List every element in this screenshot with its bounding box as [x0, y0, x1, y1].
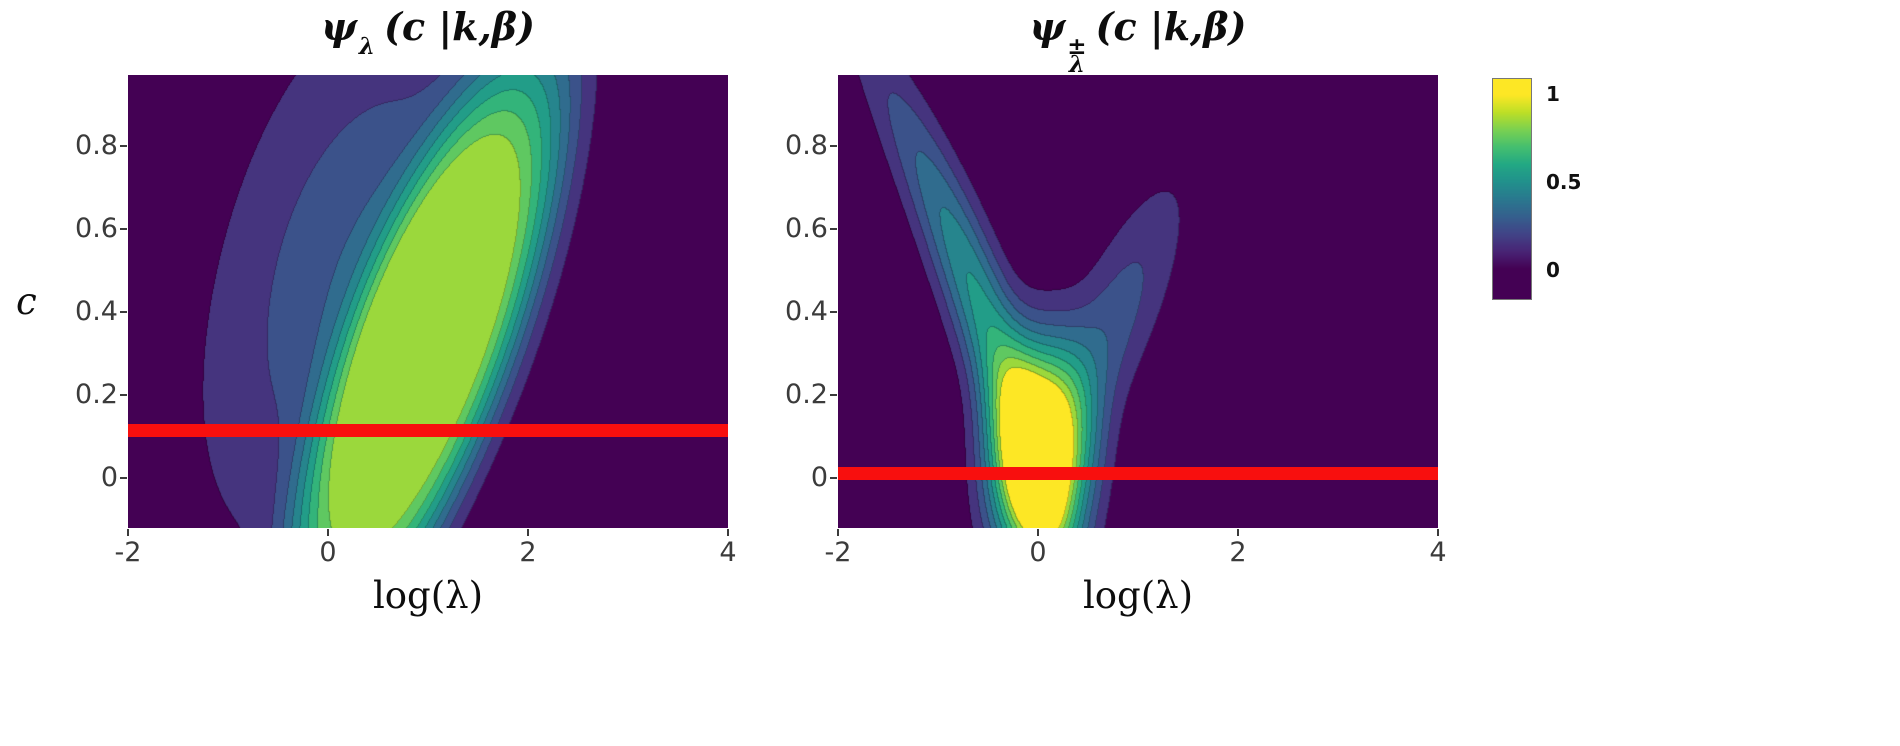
y-tick-label: 0.8: [75, 129, 118, 161]
y-tick-label: 0: [100, 462, 118, 494]
plot-title-right: ψ ± λ (c |k,β): [838, 4, 1438, 78]
y-tick-mark: [120, 394, 127, 396]
x-tick-label: 4: [1429, 537, 1447, 568]
y-tick-mark: [830, 477, 837, 480]
y-tick-mark: [830, 394, 837, 396]
x-tick-mark: [527, 529, 529, 536]
colorbar-tick-label: 0: [1546, 258, 1560, 283]
x-tick-mark: [327, 529, 329, 536]
title-arguments: (c |k,β): [1095, 4, 1247, 49]
x-tick-mark: [127, 529, 129, 536]
y-tick-label: 0.2: [75, 379, 118, 410]
y-tick-label: 0.4: [75, 295, 118, 327]
colorbar: 1 0.5 0: [1492, 78, 1581, 300]
y-tick-mark: [830, 144, 837, 147]
contour-plot-right: ψ ± λ (c |k,β) log(λ) 0.8 0.6 0.4 0.2 0 -2 0 2 4: [785, 0, 1447, 746]
y-tick-label: 0.6: [785, 212, 828, 244]
plot-area-right: [838, 75, 1438, 528]
y-tick-mark: [120, 144, 127, 147]
red-line-right: [838, 467, 1438, 481]
plot-title-left: ψ λ (c |k,β): [128, 4, 728, 60]
y-tick-mark: [830, 310, 837, 313]
y-tick-mark: [120, 310, 127, 313]
y-tick-label: 0: [810, 462, 828, 494]
x-tick-mark: [1437, 529, 1439, 536]
red-line-left: [128, 423, 728, 437]
x-tick-label: 2: [1229, 537, 1247, 568]
y-axis-label: c: [16, 280, 37, 323]
x-tick-mark: [837, 529, 839, 536]
psi-symbol: ψ: [1029, 4, 1066, 49]
psi-symbol: ψ: [321, 4, 357, 49]
x-tick-mark: [1037, 529, 1039, 536]
x-axis-label-left: log(λ): [372, 574, 484, 617]
x-tick-label: -2: [824, 537, 852, 568]
y-tick-label: 0.2: [785, 379, 828, 410]
subscript: λ: [1068, 50, 1085, 78]
contour-plot-left: ψ λ (c |k,β) log(λ) 0.8 0.6 0.4 0.2 0 -2 0 2 4: [75, 0, 737, 746]
x-tick-label: 0: [1029, 537, 1047, 568]
colorbar-canvas: [1492, 78, 1532, 300]
y-tick-label: 0.6: [75, 212, 118, 244]
x-tick-label: -2: [114, 537, 142, 568]
x-axis-label-right: log(λ): [1082, 574, 1194, 617]
x-tick-label: 4: [719, 537, 737, 568]
y-tick-mark: [120, 227, 127, 230]
y-tick-label: 0.4: [785, 295, 828, 327]
subscript-stack: λ: [358, 33, 375, 60]
contour-canvas-right: [838, 75, 1438, 528]
y-tick-label: 0.8: [785, 129, 828, 161]
colorbar-tick-label: 0.5: [1546, 169, 1582, 194]
contour-canvas-left: [128, 75, 728, 528]
x-tick-mark: [1237, 529, 1239, 536]
subscript: λ: [358, 33, 375, 60]
colorbar-tick-label: 1: [1546, 81, 1560, 106]
y-tick-mark: [830, 227, 837, 230]
subscript-stack: ± λ: [1067, 33, 1087, 78]
title-arguments: (c |k,β): [383, 4, 535, 49]
x-tick-mark: [727, 529, 729, 536]
x-tick-label: 0: [319, 537, 337, 568]
y-tick-mark: [120, 477, 127, 480]
superscript: ±: [1067, 33, 1087, 60]
x-tick-label: 2: [519, 537, 537, 568]
plot-area-left: [128, 75, 728, 528]
